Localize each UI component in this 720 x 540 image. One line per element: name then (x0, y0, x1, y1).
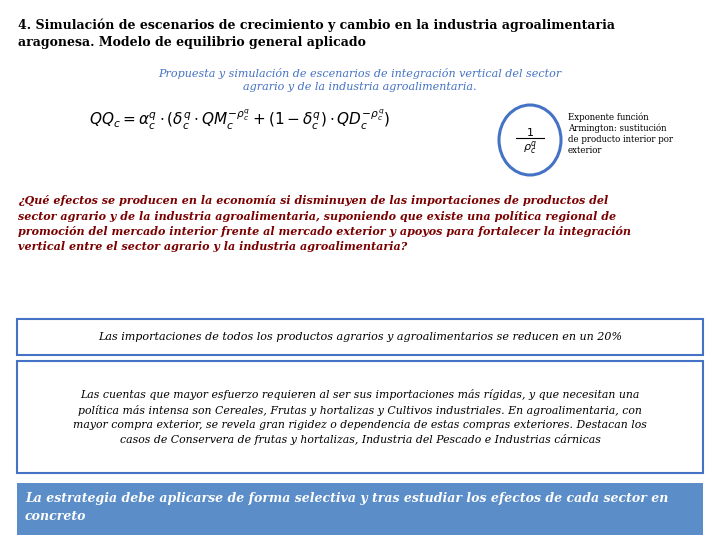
Text: Las cuentas que mayor esfuerzo requieren al ser sus importaciones más rígidas, y: Las cuentas que mayor esfuerzo requieren… (73, 389, 647, 445)
Text: aragonesa. Modelo de equilibrio general aplicado: aragonesa. Modelo de equilibrio general … (18, 36, 366, 49)
Text: $QQ_c = \alpha_c^q \cdot (\delta_c^q \cdot QM_c^{-\rho_c^q} + (1-\delta_c^q) \cd: $QQ_c = \alpha_c^q \cdot (\delta_c^q \cd… (89, 108, 390, 132)
Text: ¿Qué efectos se producen en la economía si disminuyen de las importaciones de pr: ¿Qué efectos se producen en la economía … (18, 195, 631, 253)
Ellipse shape (499, 105, 561, 175)
Text: Las importaciones de todos los productos agrarios y agroalimentarios se reducen : Las importaciones de todos los productos… (98, 332, 622, 342)
FancyBboxPatch shape (17, 361, 703, 473)
Text: $1$: $1$ (526, 126, 534, 138)
FancyBboxPatch shape (17, 483, 703, 535)
Text: 4. Simulación de escenarios de crecimiento y cambio en la industria agroalimenta: 4. Simulación de escenarios de crecimien… (18, 18, 615, 31)
Text: La estrategia debe aplicarse de forma selectiva y tras estudiar los efectos de c: La estrategia debe aplicarse de forma se… (25, 492, 668, 523)
Text: $\rho_c^q$: $\rho_c^q$ (523, 139, 537, 157)
FancyBboxPatch shape (17, 319, 703, 355)
Text: Propuesta y simulación de escenarios de integración vertical del sector
agrario : Propuesta y simulación de escenarios de … (158, 68, 562, 92)
Text: Exponente función
Armington: sustitución
de producto interior por
exterior: Exponente función Armington: sustitución… (568, 112, 673, 156)
